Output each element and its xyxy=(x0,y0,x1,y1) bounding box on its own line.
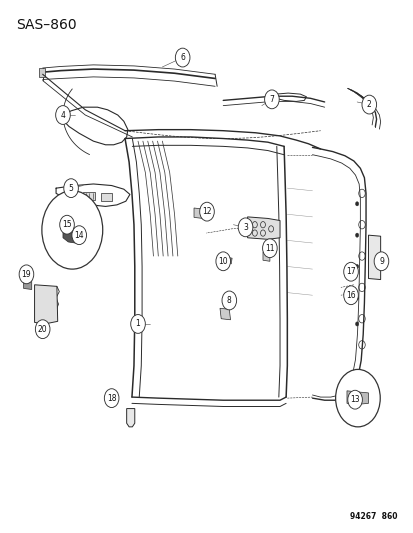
Circle shape xyxy=(131,314,145,333)
Text: 15: 15 xyxy=(62,220,72,229)
Polygon shape xyxy=(225,257,232,264)
Circle shape xyxy=(64,179,78,198)
Circle shape xyxy=(355,296,358,300)
Polygon shape xyxy=(219,308,230,320)
Polygon shape xyxy=(126,409,135,427)
Circle shape xyxy=(35,320,50,338)
Text: 10: 10 xyxy=(218,257,228,266)
Circle shape xyxy=(72,226,86,245)
Circle shape xyxy=(221,291,236,310)
Polygon shape xyxy=(39,68,45,77)
Text: 17: 17 xyxy=(345,267,355,276)
Circle shape xyxy=(199,202,214,221)
Text: 1: 1 xyxy=(135,319,140,328)
Circle shape xyxy=(347,390,361,409)
Circle shape xyxy=(343,286,358,305)
Text: 2: 2 xyxy=(366,100,371,109)
Circle shape xyxy=(355,322,358,326)
Text: 3: 3 xyxy=(242,223,247,232)
Text: 8: 8 xyxy=(226,296,231,305)
Text: 12: 12 xyxy=(202,207,211,216)
Text: 7: 7 xyxy=(269,95,274,104)
Polygon shape xyxy=(35,285,57,324)
Circle shape xyxy=(335,369,379,427)
Polygon shape xyxy=(346,391,368,405)
Circle shape xyxy=(19,265,34,284)
Text: 16: 16 xyxy=(345,290,355,300)
Polygon shape xyxy=(64,192,76,201)
Polygon shape xyxy=(368,235,380,280)
Circle shape xyxy=(373,252,388,271)
Circle shape xyxy=(361,95,376,114)
Circle shape xyxy=(104,389,119,408)
Circle shape xyxy=(216,252,230,271)
Text: 94267  860: 94267 860 xyxy=(349,512,397,521)
Circle shape xyxy=(55,106,70,124)
Text: 4: 4 xyxy=(60,110,65,119)
Text: 13: 13 xyxy=(349,395,359,404)
Circle shape xyxy=(262,239,277,257)
Circle shape xyxy=(175,48,190,67)
Circle shape xyxy=(59,215,74,234)
Text: 20: 20 xyxy=(38,325,47,334)
Circle shape xyxy=(355,233,358,237)
Circle shape xyxy=(343,262,358,281)
Circle shape xyxy=(355,264,358,269)
Circle shape xyxy=(42,191,102,269)
Circle shape xyxy=(237,218,252,237)
Circle shape xyxy=(355,201,358,206)
Text: 5: 5 xyxy=(69,184,74,192)
Text: 11: 11 xyxy=(264,244,274,253)
Text: 18: 18 xyxy=(107,394,116,402)
Text: 14: 14 xyxy=(74,231,84,240)
Text: 9: 9 xyxy=(378,257,383,266)
Polygon shape xyxy=(24,278,32,289)
Polygon shape xyxy=(247,217,279,239)
Text: SAS–860: SAS–860 xyxy=(16,19,77,33)
Text: 19: 19 xyxy=(21,270,31,279)
Text: 6: 6 xyxy=(180,53,185,62)
Polygon shape xyxy=(100,193,112,201)
Polygon shape xyxy=(83,192,95,200)
Circle shape xyxy=(264,90,278,109)
Polygon shape xyxy=(262,252,269,261)
Polygon shape xyxy=(194,208,202,219)
Polygon shape xyxy=(63,229,84,243)
